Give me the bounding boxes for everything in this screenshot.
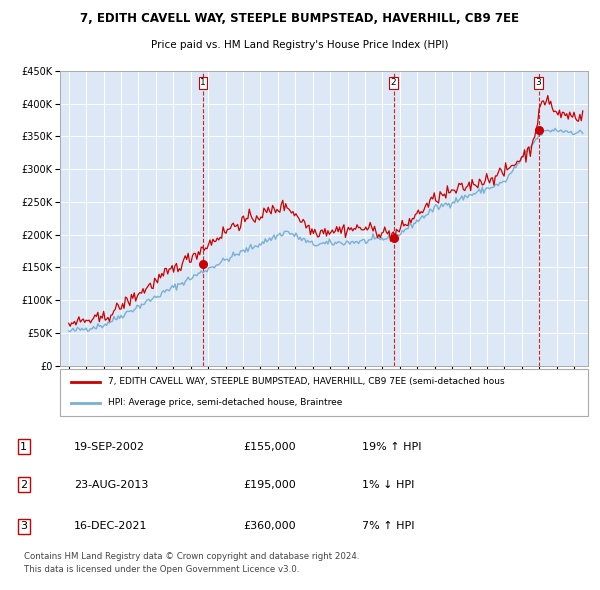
Text: 23-AUG-2013: 23-AUG-2013 (74, 480, 149, 490)
Text: 3: 3 (536, 78, 541, 87)
Text: 3: 3 (20, 522, 28, 531)
Text: £195,000: £195,000 (244, 480, 296, 490)
Text: 19-SEP-2002: 19-SEP-2002 (74, 441, 145, 451)
Text: £360,000: £360,000 (244, 522, 296, 531)
Text: 19% ↑ HPI: 19% ↑ HPI (362, 441, 422, 451)
Text: £155,000: £155,000 (244, 441, 296, 451)
Text: 7% ↑ HPI: 7% ↑ HPI (362, 522, 415, 531)
Text: This data is licensed under the Open Government Licence v3.0.: This data is licensed under the Open Gov… (24, 565, 299, 573)
Text: 7, EDITH CAVELL WAY, STEEPLE BUMPSTEAD, HAVERHILL, CB9 7EE: 7, EDITH CAVELL WAY, STEEPLE BUMPSTEAD, … (80, 12, 520, 25)
Text: 16-DEC-2021: 16-DEC-2021 (74, 522, 148, 531)
Text: 1: 1 (20, 441, 28, 451)
Text: 2: 2 (20, 480, 28, 490)
Text: Price paid vs. HM Land Registry's House Price Index (HPI): Price paid vs. HM Land Registry's House … (151, 40, 449, 50)
Text: 2: 2 (391, 78, 397, 87)
Text: 1% ↓ HPI: 1% ↓ HPI (362, 480, 415, 490)
FancyBboxPatch shape (60, 369, 588, 416)
Text: HPI: Average price, semi-detached house, Braintree: HPI: Average price, semi-detached house,… (107, 398, 342, 407)
Text: Contains HM Land Registry data © Crown copyright and database right 2024.: Contains HM Land Registry data © Crown c… (24, 552, 359, 562)
Text: 7, EDITH CAVELL WAY, STEEPLE BUMPSTEAD, HAVERHILL, CB9 7EE (semi-detached hous: 7, EDITH CAVELL WAY, STEEPLE BUMPSTEAD, … (107, 378, 504, 386)
Text: 1: 1 (200, 78, 206, 87)
